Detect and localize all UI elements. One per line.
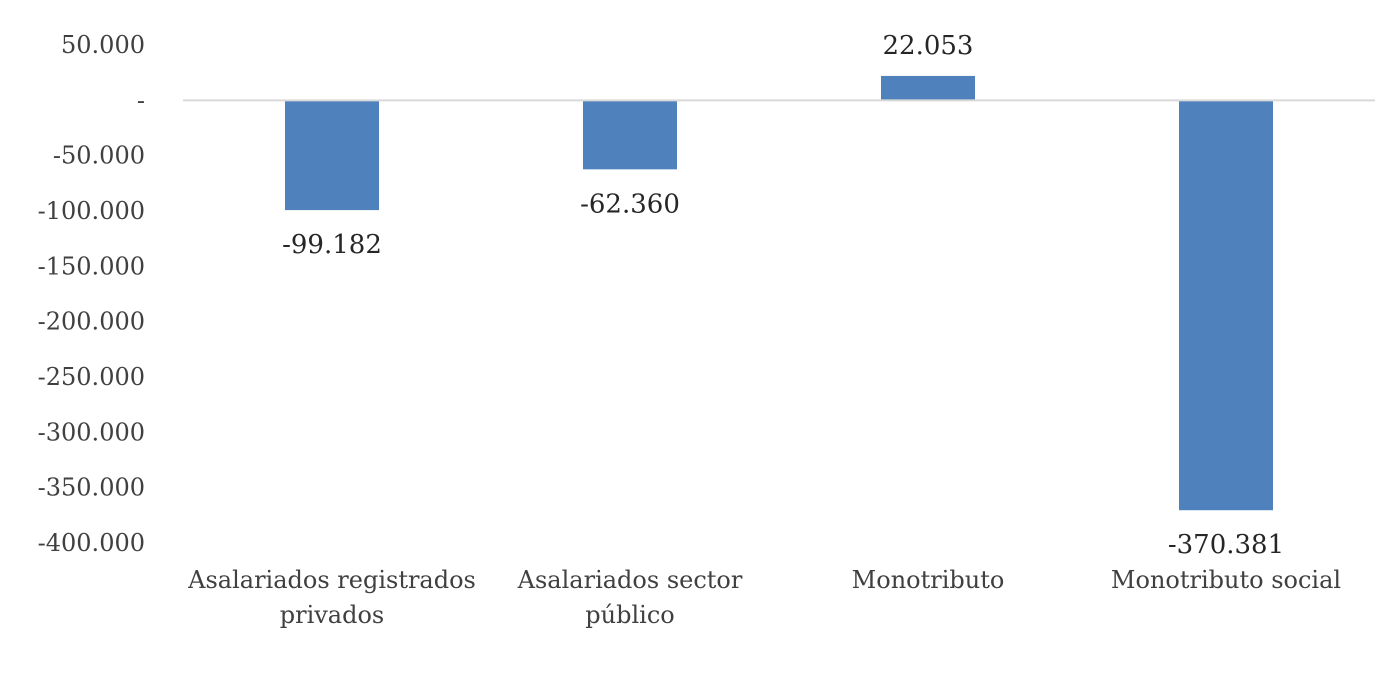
x-category-label: Monotributo [852, 566, 1005, 594]
y-tick-label: -250.000 [38, 363, 145, 391]
x-category-label: público [585, 601, 674, 629]
data-label: -62.360 [580, 189, 680, 219]
y-axis: 50.000 - -50.000 -100.000 -150.000 -200.000 -2… [38, 31, 145, 557]
y-tick-label: -100.000 [38, 197, 145, 225]
data-labels: -99.182 -62.360 22.053 -370.381 [282, 31, 1284, 560]
bars [285, 75, 1273, 511]
data-label: -99.182 [282, 230, 382, 260]
y-tick-label: -200.000 [38, 308, 145, 336]
data-label: 22.053 [883, 31, 974, 61]
x-category-label: Monotributo social [1111, 566, 1341, 594]
bar [1179, 100, 1273, 511]
y-tick-label: -300.000 [38, 418, 145, 446]
x-axis: Asalariados registrados privados Asalariad… [187, 566, 1341, 629]
x-category-label: Asalariados sector [517, 566, 743, 594]
bar [583, 100, 677, 170]
y-tick-label: 50.000 [61, 31, 145, 59]
bar [881, 75, 975, 101]
y-tick-label: -50.000 [53, 142, 145, 170]
bar [285, 100, 379, 211]
data-label: -370.381 [1168, 530, 1284, 560]
y-tick-label: -400.000 [38, 529, 145, 557]
y-tick-label: -150.000 [38, 252, 145, 280]
x-category-label: Asalariados registrados [187, 566, 476, 594]
y-tick-label: -350.000 [38, 474, 145, 502]
x-category-label: privados [280, 601, 385, 629]
y-tick-label: - [137, 86, 145, 114]
